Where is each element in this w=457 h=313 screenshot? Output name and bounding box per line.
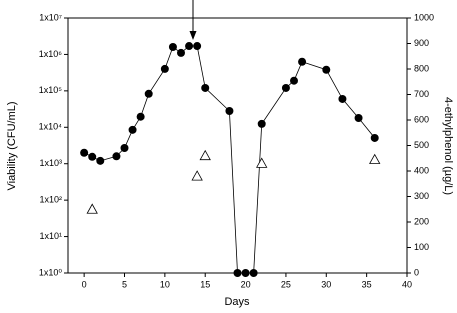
point xyxy=(298,57,307,66)
series-line xyxy=(83,45,376,274)
point xyxy=(256,157,268,168)
y2-axis-label: 4-ethylphenol (µg/L) xyxy=(442,97,454,195)
point xyxy=(241,269,250,277)
annotation-arrowhead xyxy=(189,31,197,40)
x-tick-label: 30 xyxy=(321,279,331,289)
y-tick-label: 1x10² xyxy=(39,195,62,205)
y-tick-label: 1x10⁷ xyxy=(39,12,62,22)
x-tick-label: 40 xyxy=(402,279,412,289)
point xyxy=(80,148,89,157)
y-tick-label: 1x10⁴ xyxy=(39,122,63,132)
y2-tick-label: 300 xyxy=(414,191,429,201)
point xyxy=(128,125,137,134)
y2-tick-label: 100 xyxy=(414,242,429,252)
point xyxy=(88,152,97,161)
x-tick-label: 20 xyxy=(241,279,251,289)
y-tick-label: 1x10¹ xyxy=(39,231,62,241)
point xyxy=(136,112,145,121)
point xyxy=(290,76,298,85)
point xyxy=(354,113,363,122)
point xyxy=(249,269,258,277)
point xyxy=(257,119,266,128)
point xyxy=(199,149,211,161)
y2-tick-label: 900 xyxy=(414,38,429,48)
y2-tick-label: 1000 xyxy=(414,12,434,22)
point xyxy=(168,42,177,51)
point xyxy=(144,89,153,98)
y-tick-label: 1x10⁰ xyxy=(39,267,63,277)
point xyxy=(201,83,210,92)
point xyxy=(191,170,203,181)
x-tick-label: 15 xyxy=(200,279,210,289)
y2-tick-label: 200 xyxy=(414,216,429,226)
y-tick-label: 1x10³ xyxy=(39,158,62,168)
y-tick-label: 1x10⁵ xyxy=(39,85,63,95)
point xyxy=(370,133,379,142)
point xyxy=(369,153,381,164)
x-tick-label: 5 xyxy=(122,279,127,289)
y2-tick-label: 0 xyxy=(414,267,419,277)
y2-tick-label: 600 xyxy=(414,114,429,124)
point xyxy=(120,144,129,153)
y2-tick-label: 400 xyxy=(414,165,429,175)
point xyxy=(160,64,169,73)
y2-tick-label: 500 xyxy=(414,140,429,150)
point xyxy=(225,106,234,115)
point xyxy=(96,156,105,165)
x-tick-label: 0 xyxy=(82,279,87,289)
y2-tick-label: 800 xyxy=(414,63,429,73)
plot-frame xyxy=(67,17,408,274)
x-tick-label: 25 xyxy=(281,279,291,289)
y-tick-label: 1x10⁶ xyxy=(39,49,63,59)
y-axis-label: Viability (CFU/mL) xyxy=(6,101,18,190)
point xyxy=(185,42,194,51)
x-tick-label: 35 xyxy=(362,279,372,289)
point xyxy=(233,269,242,277)
x-axis-label: Days xyxy=(224,296,250,308)
point xyxy=(86,203,98,214)
point xyxy=(322,65,331,74)
point xyxy=(193,42,202,51)
point xyxy=(338,94,347,103)
point xyxy=(112,152,121,161)
point xyxy=(281,83,290,92)
x-tick-label: 10 xyxy=(160,279,170,289)
point xyxy=(177,48,185,57)
y2-tick-label: 700 xyxy=(414,89,429,99)
